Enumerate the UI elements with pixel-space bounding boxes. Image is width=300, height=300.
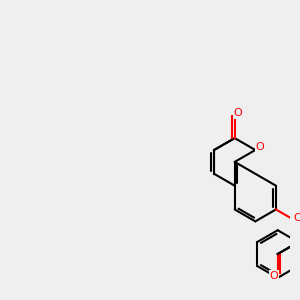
Text: O: O (270, 271, 279, 281)
Text: O: O (255, 142, 264, 152)
Text: O: O (234, 108, 243, 118)
Text: O: O (294, 214, 300, 224)
